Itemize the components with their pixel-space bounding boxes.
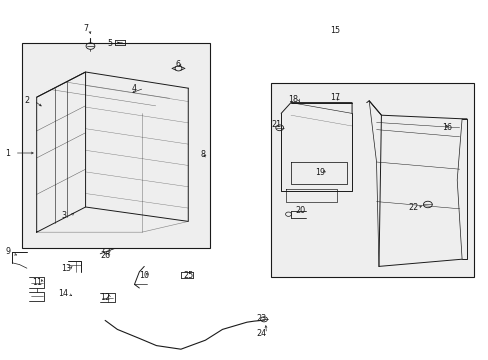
Text: 19: 19: [315, 168, 325, 177]
Text: 24: 24: [256, 328, 266, 338]
Text: 9: 9: [6, 248, 11, 256]
Text: 2: 2: [24, 96, 29, 105]
Text: 1: 1: [5, 149, 10, 158]
Text: 11: 11: [33, 278, 42, 287]
Text: 25: 25: [183, 271, 193, 280]
Text: 16: 16: [442, 123, 451, 132]
Text: 20: 20: [295, 206, 305, 215]
Text: 21: 21: [271, 120, 281, 129]
Text: 13: 13: [61, 264, 71, 273]
Text: 5: 5: [107, 39, 112, 48]
Text: 6: 6: [176, 60, 181, 69]
Bar: [22, 43, 210, 248]
Text: 22: 22: [407, 202, 417, 211]
Text: 7: 7: [83, 24, 88, 33]
Text: 14: 14: [59, 289, 68, 298]
Text: 23: 23: [256, 314, 266, 323]
Text: 10: 10: [139, 271, 149, 280]
Text: 17: 17: [329, 93, 339, 102]
Text: 26: 26: [100, 251, 110, 260]
Text: 18: 18: [288, 94, 298, 104]
Text: 3: 3: [61, 211, 66, 220]
Text: 8: 8: [200, 150, 205, 159]
Text: 4: 4: [132, 84, 137, 93]
Text: 12: 12: [100, 292, 110, 302]
Text: 15: 15: [329, 26, 339, 35]
Bar: [271, 83, 473, 277]
